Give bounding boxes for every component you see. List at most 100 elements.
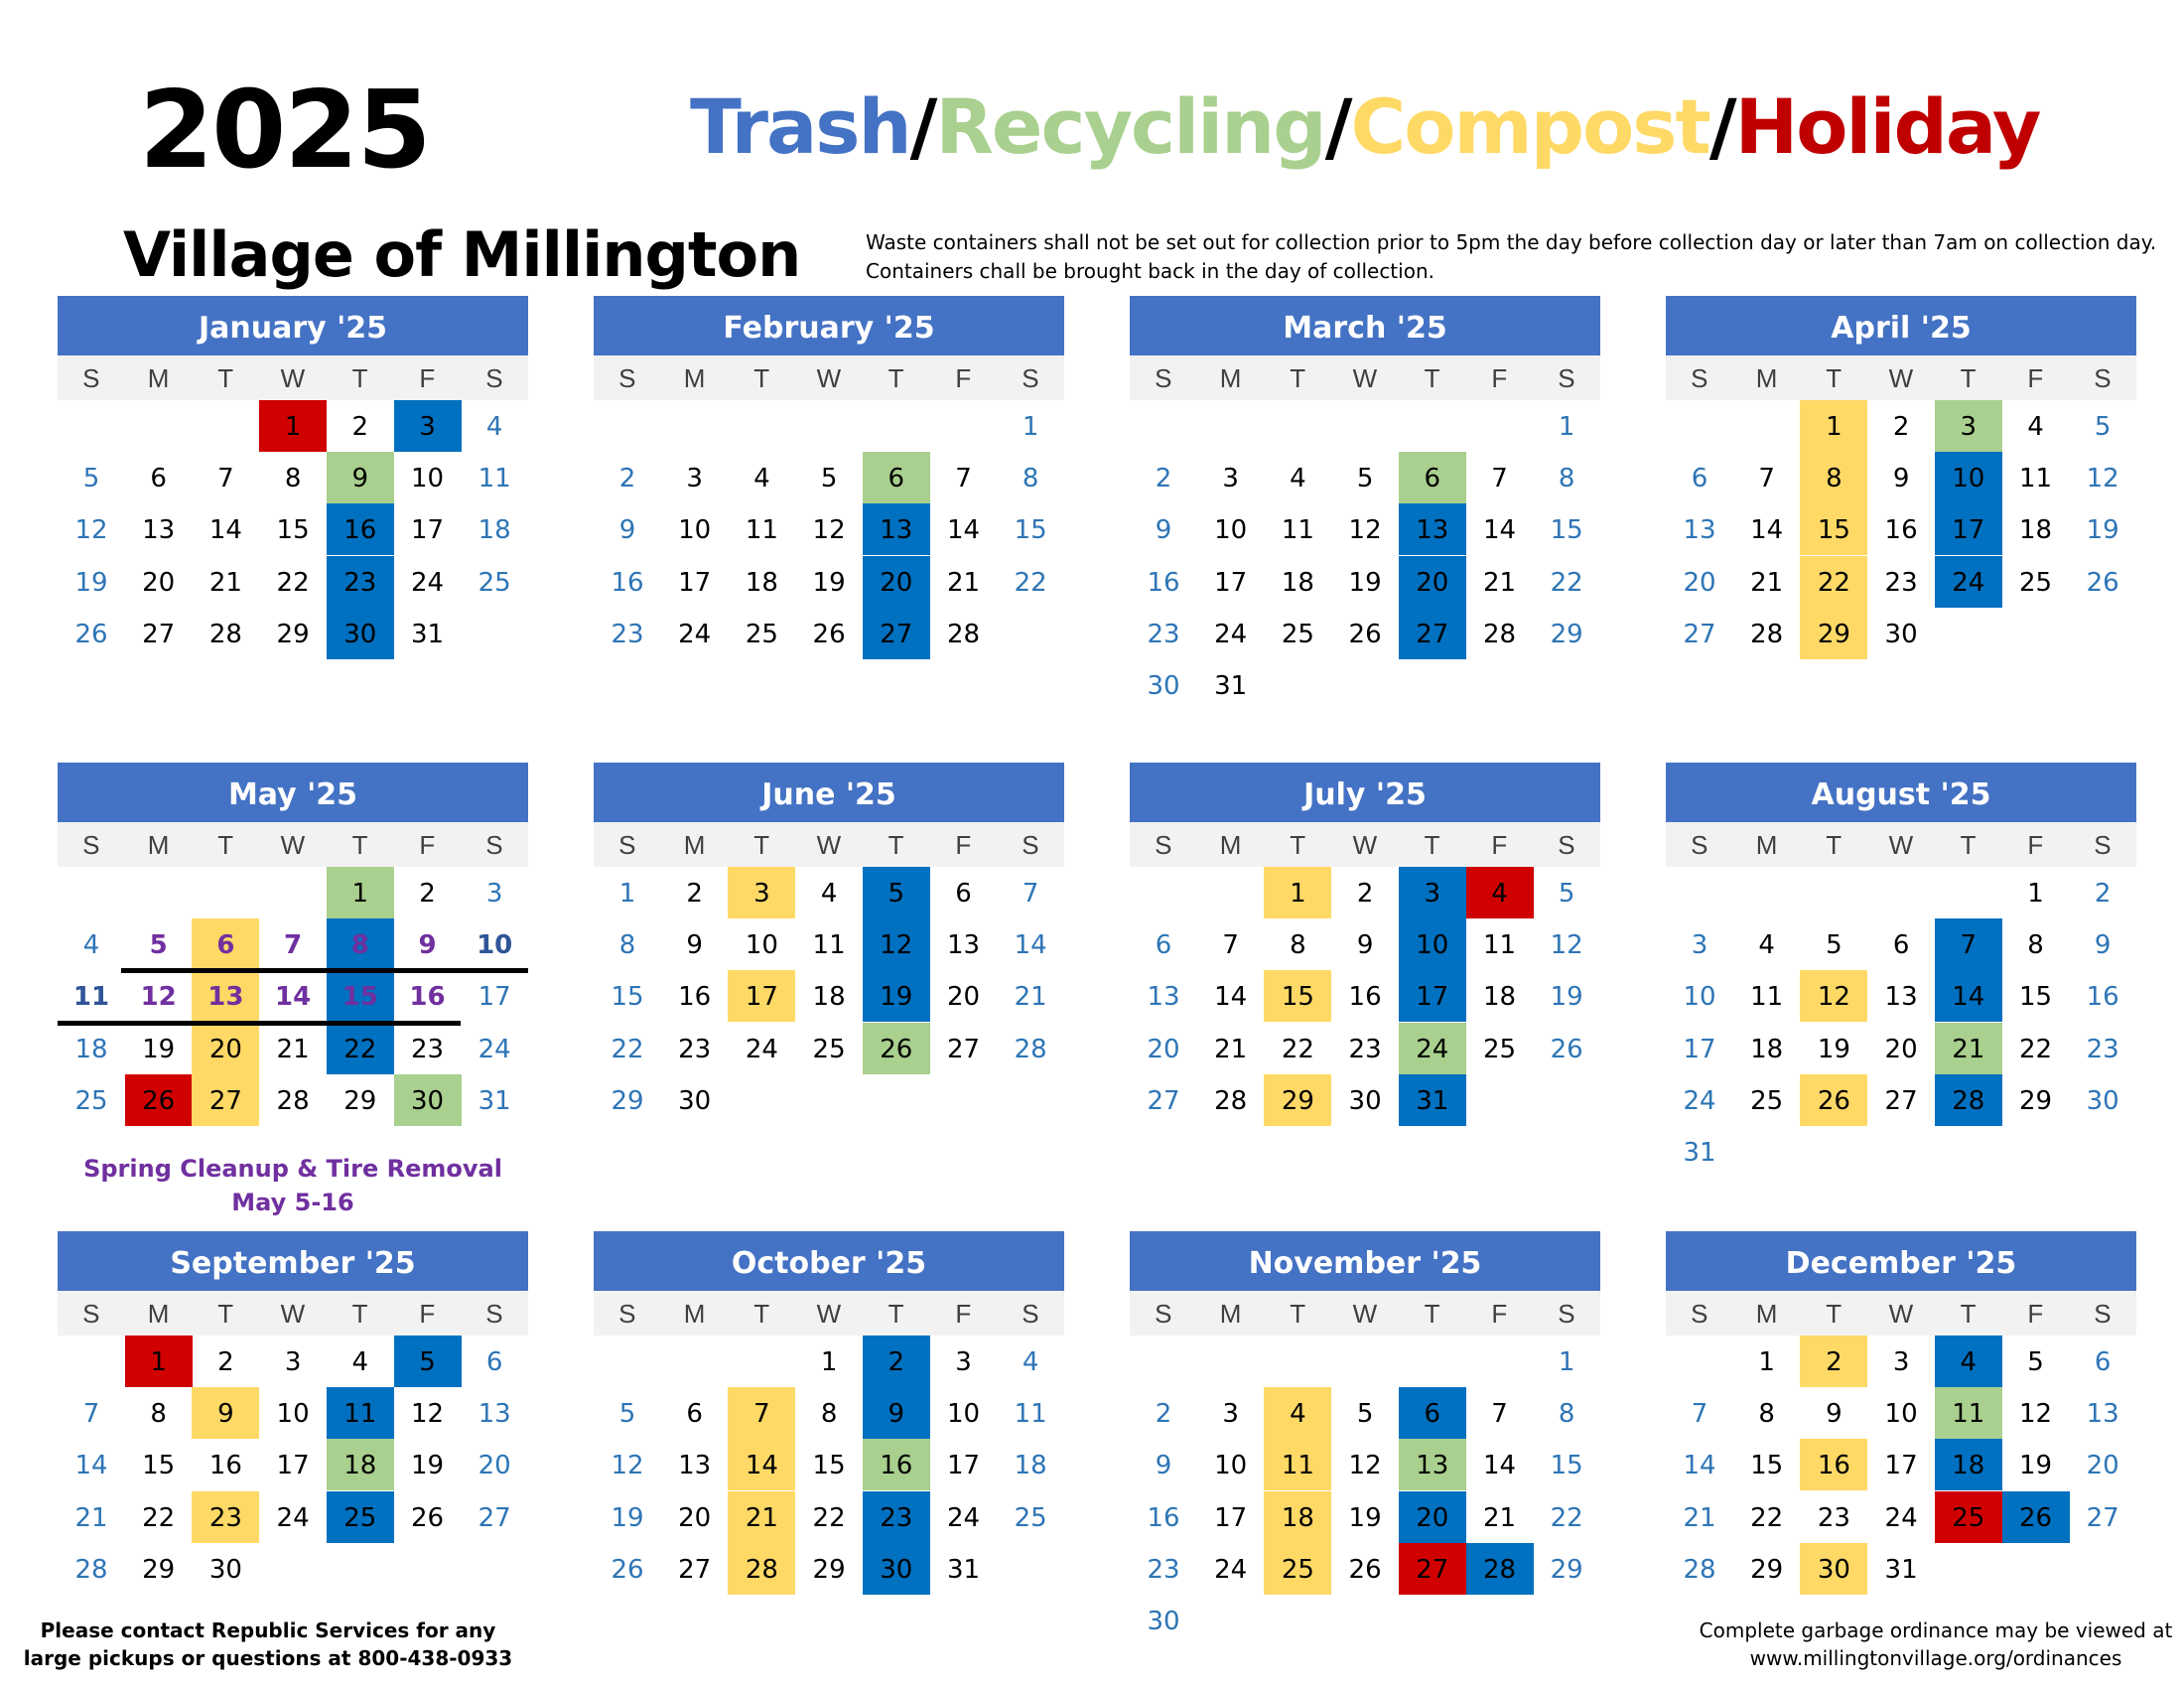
day-cell-compost: 29 [1800, 607, 1868, 659]
day-cell: 19 [2018, 1451, 2053, 1481]
weekday-label: T [1424, 1299, 1440, 1329]
day-cell-trash: 23 [326, 555, 394, 608]
weekday-label: S [82, 1299, 100, 1329]
day-cell: 12 [611, 1451, 644, 1481]
day-cell-trash: 5 [862, 867, 930, 918]
day-cell: 11 [745, 515, 778, 546]
day-cell: 19 [611, 1502, 644, 1533]
day-cell: 3 [1222, 464, 1239, 494]
day-cell: 6 [2094, 1347, 2112, 1377]
day-cell: 22 [1550, 567, 1583, 598]
day-cell: 1 [820, 1347, 838, 1377]
day-grid: 1 2 3 4 5 6 7 8 9 10 11 12 13 14 15 16 17 18 19 20 21 22 23 24 2… [1666, 867, 2136, 1185]
weekday-label: W [816, 830, 842, 860]
weekday-label: T [351, 830, 368, 860]
day-cell: 16 [678, 982, 712, 1013]
day-cell-compost: 14 [728, 1439, 796, 1491]
day-cell: 5 [1558, 879, 1575, 909]
month-calendar: July '25 S M T W T F S 1 2 3 4 5 6 7 8 9 10 11 12 13 14 15 16 17… [1130, 763, 1600, 1185]
day-cell: 27 [1884, 1085, 1918, 1116]
day-cell: 23 [1147, 619, 1180, 649]
month-calendar: September '25 S M T W T F S 1 2 3 4 5 6 7 8 9 10 11 12 13 14 1… [58, 1231, 528, 1653]
day-cell: 15 [2018, 982, 2053, 1013]
day-cell: 22 [812, 1502, 846, 1533]
weekday-label: S [618, 363, 636, 393]
day-cell: 20 [142, 567, 176, 598]
day-cell: 14 [1683, 1451, 1716, 1481]
day-cell: 17 [946, 1451, 981, 1481]
day-cell-compost: 13 [192, 970, 260, 1023]
day-cell-compost: 15 [1800, 503, 1868, 556]
day-cell: 4 [753, 464, 770, 494]
day-cell: 26 [1348, 1554, 1382, 1585]
day-cell: 18 [1750, 1034, 1784, 1064]
day-cell-compost: 6 [192, 918, 260, 971]
day-cell-trash: 4 [1934, 1336, 2002, 1387]
day-cell-recycling: 26 [862, 1022, 930, 1074]
weekday-label: M [1219, 830, 1242, 860]
day-cell: 28 [1750, 619, 1784, 649]
day-cell: 16 [611, 567, 644, 598]
weekday-label: S [82, 830, 100, 860]
day-cell: 4 [820, 879, 838, 909]
day-cell: 15 [812, 1451, 846, 1481]
day-cell: 16 [1147, 567, 1180, 598]
day-cell-recycling: 16 [862, 1439, 930, 1491]
day-cell: 24 [1683, 1085, 1716, 1116]
day-cell-compost: 3 [728, 867, 796, 918]
day-cell: 25 [1482, 1034, 1517, 1064]
weekday-label: S [1155, 363, 1172, 393]
day-cell-compost: 21 [728, 1490, 796, 1543]
day-cell: 21 [1482, 1502, 1517, 1533]
weekday-label: T [1960, 830, 1977, 860]
day-cell-compost: 29 [1264, 1073, 1332, 1126]
day-cell: 17 [276, 1451, 310, 1481]
day-cell: 8 [2027, 930, 2044, 961]
day-cell-trash: 10 [1934, 452, 2002, 504]
day-cell: 12 [812, 515, 846, 546]
day-cell-compost: 27 [192, 1073, 260, 1126]
day-cell: 8 [284, 464, 302, 494]
day-cell: 7 [217, 464, 234, 494]
day-cell-compost: 28 [728, 1542, 796, 1595]
day-cell: 4 [2027, 412, 2044, 442]
day-cell: 6 [686, 1399, 703, 1430]
day-cell-recycling: 30 [393, 1073, 462, 1126]
weekday-label: T [1290, 1299, 1306, 1329]
day-cell: 17 [1683, 1034, 1716, 1064]
day-cell: 6 [150, 464, 167, 494]
day-cell: 13 [1884, 982, 1918, 1013]
weekday-label: S [1155, 1299, 1172, 1329]
day-cell: 5 [1356, 1399, 1374, 1430]
day-cell: 5 [82, 464, 100, 494]
day-cell-trash: 31 [1398, 1073, 1466, 1126]
month-title: June '25 [594, 763, 1064, 822]
day-cell-trash: 20 [1398, 555, 1466, 608]
day-cell: 11 [1014, 1399, 1047, 1430]
day-cell: 13 [478, 1399, 511, 1430]
day-cell-holiday: 1 [124, 1336, 193, 1387]
month-calendar: January '25 S M T W T F S 1 2 3 4 5 6 7 8 9 10 11 12 13 14 15 1… [58, 296, 528, 718]
day-cell: 3 [1892, 1347, 1910, 1377]
day-cell: 16 [2086, 982, 2119, 1013]
day-cell-trash: 30 [862, 1542, 930, 1595]
day-cell-holiday: 4 [1465, 867, 1534, 918]
day-cell-recycling: 3 [1934, 400, 2002, 452]
day-cell-trash: 16 [326, 503, 394, 556]
day-cell-compost: 15 [1264, 970, 1332, 1023]
day-cell: 18 [1014, 1451, 1047, 1481]
day-cell-compost: 7 [728, 1387, 796, 1440]
day-cell: 2 [1892, 412, 1910, 442]
day-cell-recycling: 24 [1398, 1022, 1466, 1074]
day-cell: 8 [1758, 1399, 1775, 1430]
weekday-label: F [1491, 363, 1508, 393]
day-cell: 12 [410, 1399, 445, 1430]
day-cell-recycling: 11 [1934, 1387, 2002, 1440]
weekday-label: S [82, 363, 100, 393]
month-calendar: November '25 S M T W T F S 1 2 3 4 5 6 7 8 9 10 11 12 13 14 15… [1130, 1231, 1600, 1653]
weekday-label: M [1219, 363, 1242, 393]
weekday-label: T [1424, 830, 1440, 860]
